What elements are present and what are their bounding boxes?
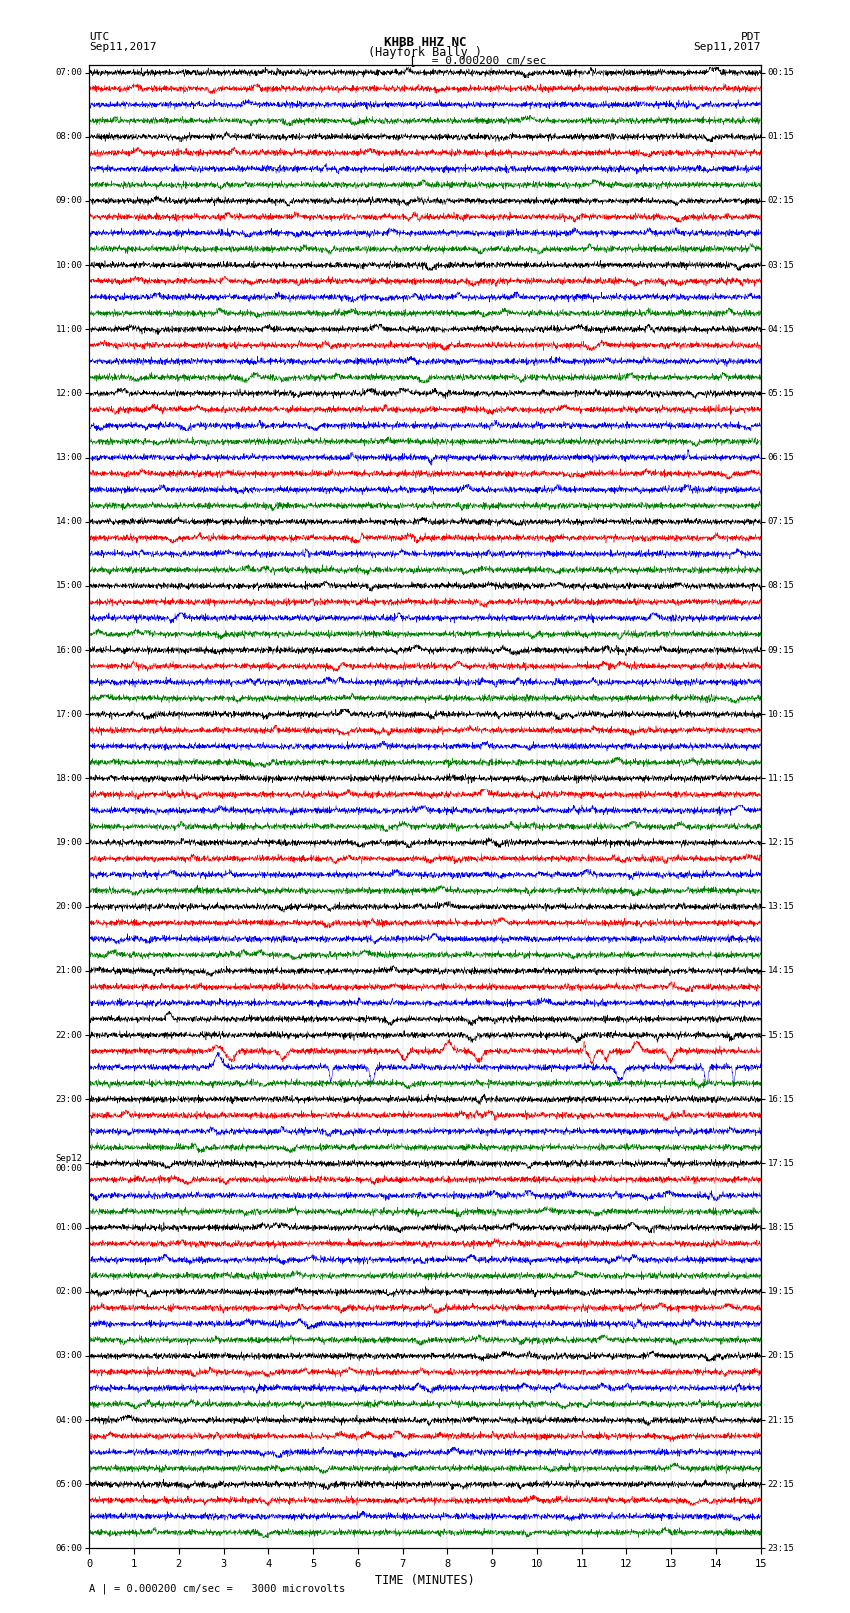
Text: = 0.000200 cm/sec: = 0.000200 cm/sec — [425, 56, 547, 66]
Text: Sep11,2017: Sep11,2017 — [694, 42, 761, 52]
Text: Sep11,2017: Sep11,2017 — [89, 42, 156, 52]
Text: PDT: PDT — [740, 32, 761, 42]
X-axis label: TIME (MINUTES): TIME (MINUTES) — [375, 1574, 475, 1587]
Text: KHBB HHZ NC: KHBB HHZ NC — [383, 37, 467, 50]
Text: A | = 0.000200 cm/sec =   3000 microvolts: A | = 0.000200 cm/sec = 3000 microvolts — [89, 1582, 345, 1594]
Text: [: [ — [409, 55, 416, 68]
Text: (Hayfork Bally ): (Hayfork Bally ) — [368, 45, 482, 60]
Text: UTC: UTC — [89, 32, 110, 42]
